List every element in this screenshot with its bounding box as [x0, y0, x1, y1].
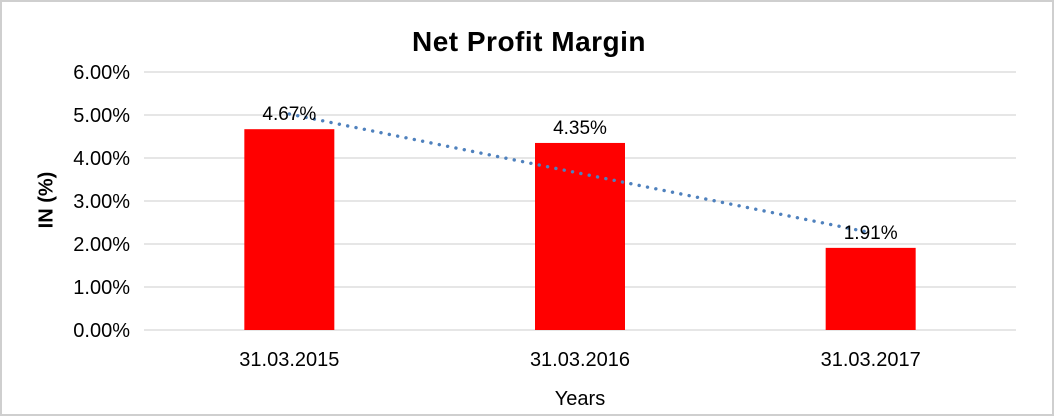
x-axis-title: Years — [554, 388, 606, 410]
y-tick-label: 6.00% — [73, 62, 130, 84]
x-category-label: 31.03.2017 — [821, 349, 921, 371]
chart-title: Net Profit Margin — [411, 26, 647, 57]
y-tick-label: 0.00% — [73, 320, 130, 342]
bar-3 — [825, 247, 916, 330]
y-tick-label: 3.00% — [73, 191, 130, 213]
trendline — [287, 112, 873, 235]
y-tick-label: 5.00% — [73, 105, 130, 127]
y-tick-label: 4.00% — [73, 148, 130, 170]
x-category-label: 31.03.2015 — [239, 349, 339, 371]
bar-2 — [535, 142, 625, 330]
data-label: 4.67% — [262, 104, 316, 125]
y-tick-label: 1.00% — [73, 277, 130, 299]
x-category-label: 31.03.2016 — [530, 349, 630, 371]
y-tick-label: 2.00% — [73, 234, 130, 256]
bar-1 — [244, 129, 335, 330]
data-label: 4.35% — [553, 118, 607, 139]
data-label: 1.91% — [844, 223, 898, 244]
